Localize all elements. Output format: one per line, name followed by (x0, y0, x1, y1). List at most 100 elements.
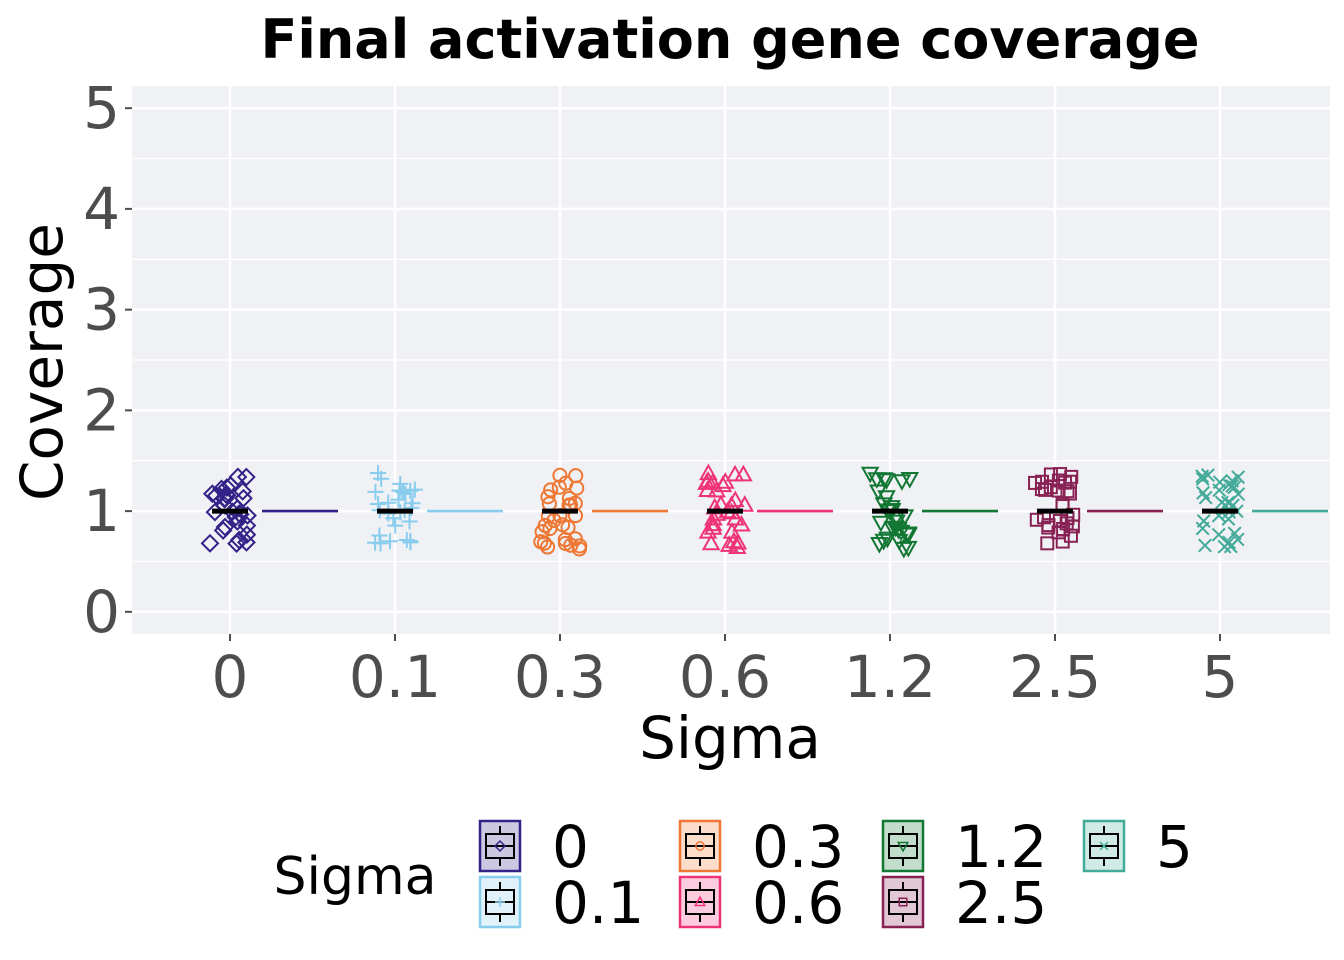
y-tick-label: 1 (83, 477, 120, 545)
data-point (728, 532, 748, 550)
data-point (227, 534, 246, 554)
data-point (1029, 512, 1044, 527)
legend-label: 0 (552, 813, 589, 881)
data-point (370, 464, 387, 481)
legend-label: 0.3 (752, 813, 844, 881)
data-point (202, 484, 222, 504)
x-tick-label: 1.2 (844, 643, 936, 711)
legend-symbol (1099, 841, 1109, 851)
data-point (367, 534, 384, 551)
data-point (216, 485, 236, 504)
x-tick-label: 5 (1202, 643, 1239, 711)
data-point (1059, 516, 1074, 531)
x-axis-title: Sigma (639, 704, 821, 772)
legend-item-2.5: 2.5 (881, 869, 1047, 937)
data-point (875, 472, 894, 489)
data-point (1064, 469, 1079, 484)
data-point (234, 488, 253, 508)
data-point (542, 520, 558, 537)
data-point (719, 535, 739, 552)
legend-label: 5 (1156, 813, 1193, 881)
data-point (701, 533, 721, 551)
data-point (886, 520, 905, 538)
data-point (1214, 495, 1229, 510)
chart-title: Final activation gene coverage (260, 8, 1199, 71)
data-point (1198, 538, 1212, 553)
data-point (563, 537, 579, 553)
x-tick-label: 0 (212, 643, 249, 711)
data-point (703, 514, 723, 532)
data-point (716, 472, 735, 489)
data-point (894, 541, 914, 559)
data-point (200, 533, 220, 553)
data-point (221, 476, 241, 495)
series-1.2 (860, 466, 998, 559)
y-tick-label: 5 (83, 74, 120, 142)
legend-item-0: 0 (478, 813, 589, 881)
legend-label: 0.1 (552, 869, 644, 937)
data-point (571, 541, 587, 557)
data-point (728, 537, 747, 555)
data-point (1038, 482, 1053, 497)
data-point (1221, 512, 1236, 526)
legend-label: 2.5 (955, 869, 1047, 937)
data-point (551, 479, 567, 495)
legend-title: Sigma (274, 847, 437, 907)
data-point (540, 489, 556, 505)
y-tick-label: 0 (83, 578, 120, 646)
data-point (1231, 487, 1246, 501)
data-point (233, 481, 253, 501)
data-point (1198, 490, 1213, 505)
x-tick-label: 0.3 (514, 643, 606, 711)
data-point (1195, 521, 1210, 536)
data-point (897, 527, 916, 545)
data-point (1231, 470, 1246, 485)
data-point (561, 490, 577, 507)
data-point (868, 484, 888, 502)
data-point (703, 473, 722, 490)
data-point (387, 517, 404, 534)
data-point (1211, 527, 1226, 542)
data-point (217, 478, 237, 498)
data-point (892, 474, 912, 491)
data-marks (200, 463, 1328, 559)
data-point (1217, 539, 1232, 554)
data-point (381, 533, 398, 550)
data-point (860, 466, 880, 484)
data-point (237, 525, 257, 545)
data-point (735, 495, 755, 512)
series-0.1 (367, 464, 503, 552)
legend-item-0.6: 0.6 (678, 869, 844, 937)
data-point (536, 535, 552, 551)
legend-item-0.1: 0.1 (478, 869, 644, 937)
series-0.6 (697, 463, 833, 555)
data-point (539, 539, 556, 555)
data-point (874, 533, 894, 551)
x-tick-label: 0.6 (679, 643, 771, 711)
data-point (1035, 474, 1050, 489)
x-tick-label: 0.1 (349, 643, 441, 711)
series-0 (200, 467, 338, 554)
data-point (699, 463, 718, 481)
data-point (1223, 539, 1238, 554)
legend-item-1.2: 1.2 (881, 813, 1047, 881)
x-axis: 0 0.1 0.3 0.6 1.2 2.5 5 (212, 634, 1239, 711)
legend-symbol (695, 841, 705, 851)
legend: Sigma 00.1 0.30.6 1.22.5 5 (274, 813, 1193, 937)
data-point (1195, 469, 1210, 484)
series-2.5 (1028, 467, 1163, 551)
y-tick-label: 4 (83, 175, 120, 243)
legend-symbol (898, 897, 908, 907)
y-tick-label: 3 (83, 276, 120, 344)
legend-symbol (493, 839, 507, 853)
legend-item-0.3: 0.3 (678, 813, 844, 881)
data-point (704, 508, 723, 526)
data-point (870, 536, 889, 554)
data-point (402, 534, 419, 551)
data-point (722, 522, 742, 539)
data-point (882, 500, 901, 517)
data-point (1040, 536, 1055, 551)
series-0.3 (533, 467, 668, 557)
series-5 (1195, 468, 1328, 554)
